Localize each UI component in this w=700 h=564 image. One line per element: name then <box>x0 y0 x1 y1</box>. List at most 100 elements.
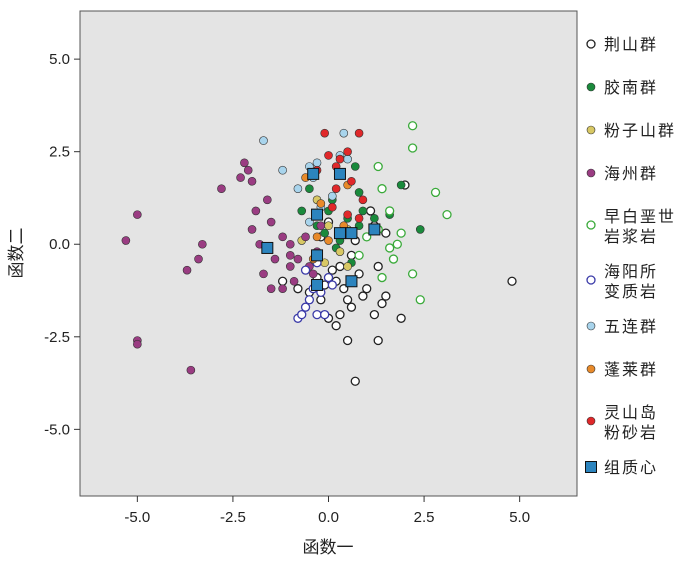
legend-item-9: 组质心 <box>585 458 656 477</box>
data-point <box>270 254 280 264</box>
data-point <box>396 228 406 238</box>
data-point <box>316 199 326 208</box>
data-point <box>297 309 307 320</box>
data-point <box>285 239 295 249</box>
legend-item-7: 蓬莱群 <box>586 360 658 379</box>
legend-label: 早白垩世 <box>604 207 676 226</box>
data-point <box>251 206 261 216</box>
legend-label: 海州群 <box>604 164 658 183</box>
data-point <box>407 143 418 153</box>
data-point <box>358 195 368 205</box>
data-point <box>328 202 337 212</box>
data-point <box>369 309 380 320</box>
data-point <box>133 339 142 349</box>
legend-label: 胶南群 <box>604 78 658 97</box>
data-point <box>289 276 299 286</box>
data-point <box>316 221 326 231</box>
data-point <box>354 214 364 223</box>
data-point <box>373 261 383 272</box>
y-tick-label: 0.0 <box>49 236 70 253</box>
data-point <box>377 272 387 283</box>
centroid-marker <box>261 241 274 254</box>
data-point <box>365 206 376 216</box>
data-point <box>415 225 425 234</box>
data-point <box>342 335 353 346</box>
legend-label: 变质岩 <box>604 282 658 301</box>
data-point <box>278 284 287 293</box>
data-point <box>320 128 329 138</box>
data-point <box>320 228 329 238</box>
x-tick-label: -5.0 <box>124 509 150 526</box>
data-point <box>335 247 345 256</box>
legend-marker <box>586 125 596 135</box>
legend-marker <box>586 168 596 178</box>
data-point <box>350 376 360 386</box>
data-point <box>293 184 303 194</box>
plot-area <box>79 10 578 497</box>
legend-marker <box>586 416 596 426</box>
data-point <box>247 225 257 234</box>
data-point <box>236 173 245 182</box>
data-point <box>354 128 364 138</box>
x-tick-label: 2.5 <box>414 509 435 526</box>
data-point <box>430 187 441 198</box>
x-tick-label: 5.0 <box>509 509 530 526</box>
y-tick-label: 2.5 <box>49 144 70 161</box>
data-point <box>442 209 452 220</box>
data-point <box>198 239 207 249</box>
legend-item-1: 胶南群 <box>586 78 658 97</box>
data-point <box>350 162 360 171</box>
data-point <box>285 251 295 260</box>
data-point <box>259 269 268 279</box>
legend-label: 粉砂岩 <box>604 423 658 442</box>
legend-marker <box>586 39 596 49</box>
series-8 <box>312 128 368 238</box>
legend-marker <box>586 321 596 331</box>
data-point <box>324 151 333 160</box>
data-point <box>343 154 352 164</box>
data-point <box>182 265 192 275</box>
y-axis-title: 函数二 <box>7 228 27 279</box>
data-point <box>312 232 322 242</box>
data-point <box>373 161 383 172</box>
data-point <box>312 158 322 168</box>
data-point <box>304 295 315 305</box>
centroid-marker <box>311 249 324 262</box>
data-point <box>343 147 352 156</box>
data-point <box>328 191 337 201</box>
data-point <box>259 136 268 145</box>
data-point <box>331 184 341 194</box>
data-point <box>385 206 395 216</box>
data-point <box>370 214 379 223</box>
legend-label: 蓬莱群 <box>604 360 658 379</box>
legend-marker <box>586 275 596 285</box>
data-point <box>312 309 322 320</box>
data-point <box>324 236 333 245</box>
data-point <box>293 254 303 264</box>
data-point <box>327 265 337 275</box>
data-point <box>377 298 387 309</box>
legend-item-6: 五连群 <box>586 317 656 336</box>
data-point <box>121 236 131 245</box>
centroid-marker <box>345 227 358 240</box>
data-point <box>381 291 391 301</box>
series-0 <box>277 180 517 386</box>
data-point <box>217 184 226 194</box>
data-point <box>346 250 357 261</box>
data-point <box>396 313 406 323</box>
y-tick-label: -5.0 <box>44 421 70 438</box>
data-point <box>339 128 349 138</box>
data-point <box>277 276 288 286</box>
data-point <box>266 284 276 293</box>
data-point <box>381 228 391 238</box>
data-point <box>300 302 311 312</box>
y-tick-label: 5.0 <box>49 51 70 68</box>
centroid-marker <box>311 278 324 291</box>
data-point <box>194 254 203 264</box>
data-point <box>247 177 257 186</box>
data-point <box>240 158 249 168</box>
